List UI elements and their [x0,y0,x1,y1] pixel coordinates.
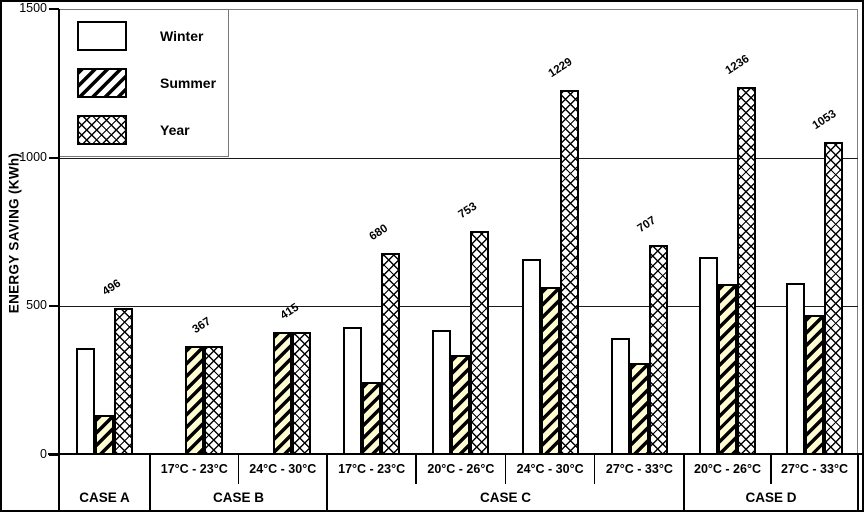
case-label: CASE B [212,490,264,505]
bar-winter [76,348,95,455]
y-tick [49,454,59,456]
bar-summer [451,355,471,455]
bar-summer [805,315,824,455]
year-value-label: 415 [278,301,302,322]
subgroup-separator [593,455,596,484]
y-tick-label: 1500 [19,1,47,15]
temp-range-label: 27°C - 33°C [781,462,848,476]
year-value-label: 367 [190,315,213,336]
category-separator [857,455,859,510]
bar-year [203,346,223,455]
bar-summer [184,346,204,455]
bar-summer [362,382,382,455]
bar-year [559,90,579,455]
y-tick [49,8,59,10]
year-value-label: 753 [456,200,480,221]
plot-right-border [857,9,858,455]
year-swatch-icon [77,115,127,145]
bar-summer [629,363,649,455]
legend-item-winter: Winter [77,21,203,51]
bar-summer [540,287,560,455]
y-tick-label: 1000 [19,149,47,164]
temp-range-label: 24°C - 30°C [516,462,584,476]
temp-range-label: 17°C - 23°C [338,462,406,476]
temp-range-label: 20°C - 26°C [427,462,495,476]
temp-range-label: 17°C - 23°C [160,462,228,476]
case-label: CASE D [745,490,797,505]
legend-item-summer: Summer [77,68,216,98]
bar-winter [610,338,630,455]
temp-range-label: 20°C - 26°C [694,462,761,476]
winter-swatch-icon [77,21,127,51]
subgroup-separator [770,455,772,484]
y-tick-label: 500 [26,298,47,313]
gridline [59,306,858,307]
x-axis-line [48,453,862,455]
summer-swatch-icon [77,68,127,98]
legend-label: Year [160,122,190,138]
bar-winter [343,327,363,455]
year-value-label: 1053 [810,107,839,132]
year-value-label: 680 [367,222,391,243]
bar-year [292,332,312,455]
bar-summer [95,415,114,455]
bar-year [737,87,756,455]
case-label: CASE C [479,490,531,505]
bar-year [114,308,133,455]
legend-label: Summer [160,75,217,91]
category-separator [326,455,328,510]
bar-winter [432,330,452,455]
bar-year [381,253,401,455]
plot-top-border [59,9,858,10]
subgroup-separator [237,455,239,484]
case-label: CASE A [79,490,130,505]
bar-summer [273,332,293,455]
gridline [59,158,858,159]
temp-range-label: 24°C - 30°C [249,462,317,476]
category-separator [149,455,151,510]
temp-range-label: 27°C - 33°C [605,462,673,476]
y-tick [49,156,59,159]
year-value-label: 1229 [546,55,575,80]
year-value-label: 1236 [723,52,752,77]
bar-summer [718,284,737,455]
legend: Winter Summer Year [59,9,229,157]
y-axis-line [58,9,60,510]
bar-year [470,231,490,455]
bar-winter [786,283,805,455]
subgroup-separator [504,455,506,484]
y-tick [49,305,59,308]
bar-year [824,142,843,455]
year-value-label: 707 [635,214,658,235]
legend-label: Winter [160,28,204,44]
y-tick-label: 0 [40,447,47,461]
year-value-label: 496 [100,277,124,298]
bar-year [648,245,668,455]
temp-range-label [59,457,150,482]
legend-item-year: Year [77,115,190,145]
bar-winter [521,259,541,455]
category-separator [683,455,685,510]
subgroup-separator [415,455,417,484]
y-axis-title: ENERGY SAVING (KWh) [6,152,22,314]
bar-winter [699,257,718,455]
